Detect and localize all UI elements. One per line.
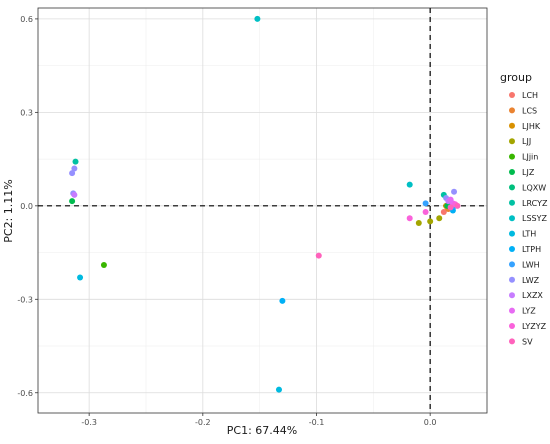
legend-swatch [509,184,515,191]
axes: -0.3 -0.2 -0.1 0.0 -0.6 -0.3 0.0 0.3 0.6 [17,15,436,427]
data-point [406,181,413,188]
data-point [440,209,447,216]
panel-background [38,8,487,413]
legend-swatch [509,107,515,114]
y-tick-label: -0.6 [17,389,33,398]
x-axis-label: PC1: 67.44% [227,424,297,437]
legend-swatch [509,338,515,345]
data-point [275,386,282,393]
panel-border [37,7,488,414]
legend-swatch [509,276,515,283]
data-point [72,158,79,165]
legend-swatch [509,215,515,222]
x-tick-label: -0.2 [195,418,211,427]
legend-label: LYZYZ [522,322,547,331]
legend-label: LYZ [522,307,536,316]
plot-panel [37,7,488,414]
legend-swatch [509,138,515,145]
legend-label: LTH [522,230,536,239]
legend-swatch [509,230,515,237]
legend-label: LRCYZ [522,199,548,208]
legend: group LCH LCS LJHK LJJ LJjin LJZ LQXW LRCYZ LSSY… [500,71,548,346]
legend-label: LCH [522,91,538,100]
data-point [71,165,78,172]
legend-swatch [509,323,515,329]
legend-label: LTPH [522,245,541,254]
legend-swatch [509,292,515,299]
legend-label: LJJ [522,137,531,146]
legend-label: LQXW [522,183,546,192]
data-point [427,218,434,225]
data-point [315,252,322,259]
legend-swatch [509,199,515,206]
legend-swatch [509,307,515,314]
data-point [447,204,454,211]
legend-swatch [509,153,515,160]
y-tick-label: 0.3 [20,108,33,117]
y-axis-label: PC2: 1.11% [2,179,15,242]
data-point [279,297,286,304]
data-point [422,209,429,216]
data-point [71,191,78,198]
legend-swatch [509,169,515,175]
legend-label: LSSYZ [522,214,548,223]
y-tick-label: 0.0 [20,202,33,211]
legend-swatch [509,261,515,268]
legend-label: LWZ [522,276,540,285]
x-tick-label: -0.1 [309,418,325,427]
legend-swatch [509,122,515,129]
data-point [451,188,458,195]
legend-label: LJjin [522,153,538,162]
legend-label: LJZ [522,168,535,177]
data-points [69,15,461,393]
legend-label: LJHK [522,122,541,131]
data-point [100,262,107,269]
data-point [415,219,422,226]
legend-label: LXZX [522,291,543,300]
legend-label: SV [522,337,533,346]
data-point [406,215,413,222]
data-point [436,215,443,222]
data-point [422,200,429,207]
legend-swatch [509,246,515,252]
data-point [69,170,76,177]
data-point [77,274,84,281]
legend-title: group [500,71,532,84]
y-tick-label: -0.3 [17,295,33,304]
data-point [254,15,261,22]
y-tick-label: 0.6 [20,15,33,24]
data-point [69,198,76,205]
x-tick-label: -0.3 [81,418,97,427]
reference-lines [38,8,487,413]
legend-swatch [509,92,515,98]
x-tick-label: 0.0 [424,418,437,427]
data-point [454,202,461,209]
legend-label: LCS [522,106,537,115]
legend-label: LWH [522,260,540,269]
